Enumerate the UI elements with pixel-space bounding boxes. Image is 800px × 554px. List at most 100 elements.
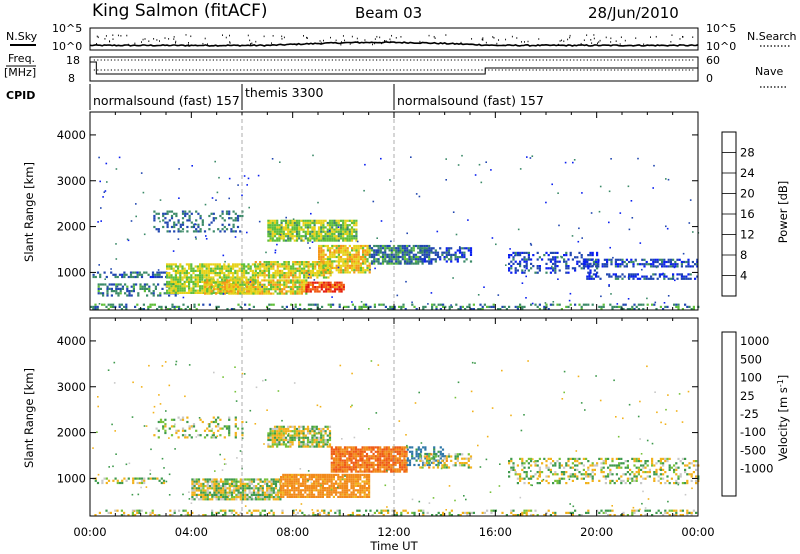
heatmap-cell bbox=[99, 180, 101, 183]
heatmap-cell bbox=[322, 253, 325, 256]
heatmap-cell bbox=[354, 461, 358, 464]
heatmap-cell bbox=[512, 258, 515, 261]
heatmap-cell bbox=[331, 228, 334, 231]
heatmap-cell bbox=[188, 219, 191, 222]
heatmap-cell bbox=[99, 273, 102, 276]
heatmap-cell bbox=[271, 224, 274, 227]
heatmap-cell bbox=[412, 253, 415, 256]
heatmap-cell bbox=[128, 290, 131, 293]
heatmap-cell bbox=[250, 281, 253, 284]
heatmap-cell bbox=[514, 471, 517, 474]
heatmap-cell bbox=[368, 478, 371, 481]
heatmap-cell bbox=[212, 416, 215, 419]
heatmap-cell bbox=[293, 430, 296, 433]
heatmap-cell bbox=[281, 288, 284, 291]
heatmap-cell bbox=[619, 263, 622, 266]
heatmap-cell bbox=[287, 263, 290, 266]
heatmap-cell bbox=[239, 283, 242, 286]
heatmap-cell bbox=[304, 478, 307, 481]
heatmap-cell bbox=[582, 303, 585, 306]
heatmap-cell bbox=[139, 285, 142, 288]
heatmap-cell bbox=[428, 457, 431, 460]
heatmap-cell bbox=[173, 230, 176, 233]
heatmap-cell bbox=[406, 262, 409, 265]
heatmap-cell bbox=[336, 288, 339, 291]
heatmap-cell bbox=[221, 276, 224, 279]
heatmap-cell bbox=[322, 251, 325, 254]
heatmap-cell bbox=[350, 446, 353, 449]
heatmap-cell bbox=[199, 291, 202, 294]
heatmap-cell bbox=[398, 305, 401, 308]
heatmap-cell bbox=[200, 491, 203, 494]
nave-tick-top: 60 bbox=[706, 54, 720, 67]
heatmap-cell bbox=[322, 237, 325, 240]
heatmap-cell bbox=[250, 290, 253, 293]
heatmap-cell bbox=[244, 482, 247, 485]
heatmap-cell bbox=[445, 457, 448, 460]
heatmap-cell bbox=[276, 443, 279, 446]
heatmap-cell bbox=[162, 425, 165, 428]
heatmap-cell bbox=[309, 438, 312, 442]
heatmap-cell bbox=[164, 425, 167, 428]
heatmap-cell bbox=[224, 260, 226, 263]
heatmap-cell bbox=[245, 281, 248, 284]
heatmap-cell bbox=[304, 482, 307, 485]
heatmap-cell bbox=[531, 302, 534, 305]
heatmap-cell bbox=[643, 265, 646, 268]
heatmap-cell bbox=[116, 479, 119, 482]
heatmap-cell bbox=[423, 244, 426, 248]
heatmap-cell bbox=[230, 489, 234, 492]
heatmap-cell bbox=[317, 445, 321, 448]
heatmap-cell bbox=[244, 303, 247, 306]
heatmap-cell bbox=[104, 283, 107, 286]
heatmap-cell bbox=[443, 457, 446, 460]
heatmap-cell bbox=[348, 480, 351, 483]
heatmap-cell bbox=[350, 235, 354, 238]
heatmap-cell bbox=[103, 303, 106, 306]
heatmap-cell bbox=[650, 277, 653, 280]
heatmap-cell bbox=[332, 495, 335, 498]
heatmap-cell bbox=[354, 480, 357, 483]
heatmap-cell bbox=[226, 478, 229, 481]
heatmap-cell bbox=[259, 489, 262, 492]
heatmap-cell bbox=[270, 487, 273, 490]
heatmap-cell bbox=[352, 457, 355, 460]
heatmap-cell bbox=[343, 468, 347, 471]
heatmap-cell bbox=[335, 235, 338, 238]
heatmap-cell bbox=[417, 247, 420, 250]
heatmap-cell bbox=[360, 301, 363, 303]
heatmap-cell bbox=[368, 264, 371, 267]
heatmap-cell bbox=[261, 487, 264, 490]
heatmap-cell bbox=[307, 303, 310, 306]
heatmap-cell bbox=[283, 283, 286, 286]
heatmap-cell bbox=[421, 466, 424, 469]
heatmap-cell bbox=[662, 308, 665, 311]
heatmap-cell bbox=[188, 278, 191, 281]
heatmap-cell bbox=[201, 291, 204, 294]
heatmap-cell bbox=[230, 283, 233, 286]
heatmap-cell bbox=[394, 455, 397, 458]
heatmap-cell bbox=[341, 466, 344, 469]
heatmap-cell bbox=[297, 482, 300, 485]
heatmap-cell bbox=[179, 225, 182, 229]
heatmap-cell bbox=[443, 251, 446, 254]
heatmap-cell bbox=[661, 273, 664, 276]
heatmap-cell bbox=[214, 160, 216, 163]
heatmap-cell bbox=[234, 265, 237, 268]
heatmap-cell bbox=[269, 445, 272, 448]
heatmap-cell bbox=[374, 470, 377, 473]
heatmap-cell bbox=[320, 260, 323, 263]
heatmap-cell bbox=[379, 262, 382, 265]
heatmap-cell bbox=[142, 308, 145, 311]
heatmap-cell bbox=[177, 276, 180, 279]
heatmap-cell bbox=[232, 230, 235, 233]
heatmap-cell bbox=[255, 478, 258, 481]
heatmap-cell bbox=[270, 478, 273, 481]
heatmap-cell bbox=[390, 253, 393, 256]
heatmap-cell bbox=[525, 471, 528, 474]
heatmap-cell bbox=[361, 459, 364, 462]
heatmap-cell bbox=[403, 251, 407, 254]
heatmap-cell bbox=[417, 448, 420, 451]
heatmap-cell bbox=[204, 489, 207, 492]
heatmap-cell bbox=[269, 239, 272, 242]
